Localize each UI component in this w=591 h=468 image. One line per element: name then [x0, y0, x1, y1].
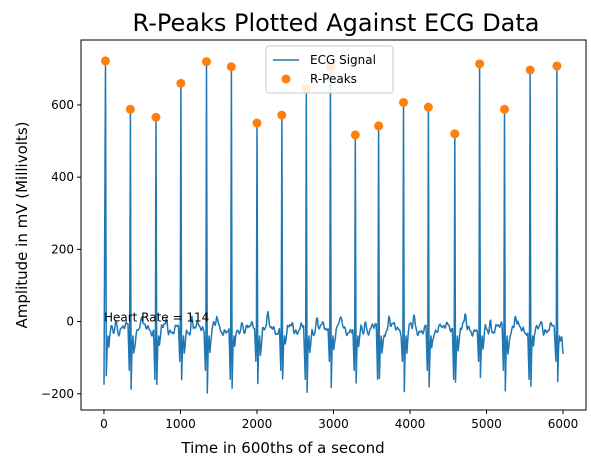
- r-peak-point: [151, 112, 161, 122]
- y-tick-label: 200: [51, 242, 74, 256]
- legend-label-ecg: ECG Signal: [310, 53, 376, 67]
- y-axis-label: Amplitude in mV (Millivolts): [13, 122, 31, 329]
- ecg-signal-line: [103, 60, 564, 394]
- r-peak-point: [350, 130, 360, 140]
- r-peak-point: [100, 56, 110, 66]
- x-tick-label: 4000: [395, 417, 426, 431]
- r-peak-point: [552, 61, 562, 71]
- r-peak-point: [125, 104, 135, 114]
- x-tick-label: 6000: [548, 417, 579, 431]
- chart-title: R-Peaks Plotted Against ECG Data: [133, 9, 540, 37]
- legend: ECG Signal R-Peaks: [265, 45, 394, 94]
- x-tick-label: 5000: [471, 417, 502, 431]
- y-axis-ticks: −200 0 200 400 600: [41, 98, 81, 401]
- heart-rate-annotation: Heart Rate = 114: [104, 311, 209, 325]
- r-peak-point: [252, 118, 262, 128]
- r-peak-point: [226, 62, 236, 72]
- x-tick-label: 2000: [242, 417, 273, 431]
- plot-area: [100, 56, 564, 394]
- r-peak-point: [475, 59, 485, 69]
- x-tick-label: 3000: [318, 417, 349, 431]
- legend-label-rpeaks: R-Peaks: [310, 72, 357, 86]
- x-axis-label: Time in 600ths of a second: [180, 439, 384, 457]
- r-peak-point: [450, 129, 460, 139]
- r-peak-point: [525, 65, 535, 75]
- x-axis-ticks: 0 1000 2000 3000 4000 5000 6000: [100, 410, 578, 431]
- r-peak-point: [374, 121, 384, 131]
- x-tick-label: 1000: [165, 417, 196, 431]
- r-peak-point: [500, 104, 510, 114]
- y-tick-label: 0: [66, 315, 74, 329]
- r-peak-point: [176, 78, 186, 88]
- legend-marker-swatch: [281, 74, 291, 84]
- y-tick-label: −200: [41, 387, 74, 401]
- legend-box: [265, 45, 394, 94]
- r-peak-point: [277, 110, 287, 120]
- r-peak-point: [201, 57, 211, 67]
- y-tick-label: 400: [51, 170, 74, 184]
- x-tick-label: 0: [100, 417, 108, 431]
- r-peak-point: [423, 102, 433, 112]
- y-tick-label: 600: [51, 98, 74, 112]
- r-peak-point: [399, 97, 409, 107]
